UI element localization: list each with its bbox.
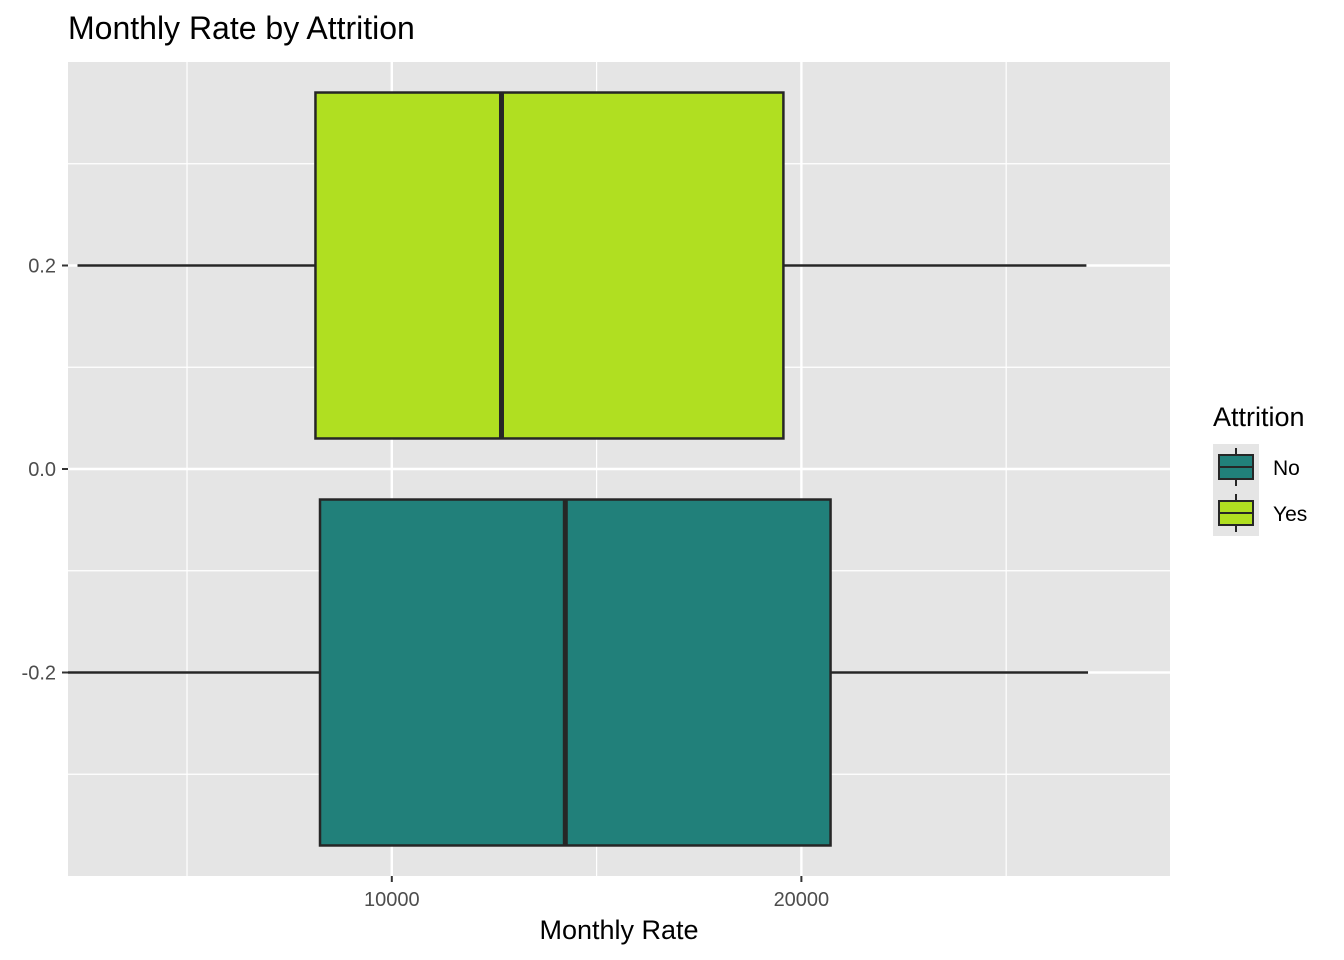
legend-label: Yes — [1273, 503, 1307, 526]
y-axis: -0.2 0.0 0.2 — [22, 256, 68, 685]
legend-title: Attrition — [1213, 402, 1305, 432]
y-tick-label: 0.2 — [28, 256, 56, 278]
box-rect — [318, 498, 832, 847]
x-tick-label: 10000 — [364, 889, 420, 911]
legend-keys: No Yes — [1213, 444, 1307, 536]
boxes-layer — [68, 91, 1089, 847]
x-axis: 10000 20000 — [364, 876, 829, 911]
chart-title: Monthly Rate by Attrition — [68, 10, 415, 46]
y-tick-label: -0.2 — [22, 663, 56, 685]
legend: Attrition No Yes — [1213, 402, 1307, 536]
box-no — [68, 498, 1089, 847]
x-axis-title: Monthly Rate — [539, 915, 698, 945]
y-tick-label: 0.0 — [28, 459, 56, 481]
box-yes — [77, 91, 1087, 440]
x-tick-label: 20000 — [774, 889, 830, 911]
legend-item-no: No — [1213, 444, 1300, 490]
box-rect — [314, 91, 785, 440]
legend-item-yes: Yes — [1213, 490, 1307, 536]
legend-label: No — [1273, 457, 1300, 480]
